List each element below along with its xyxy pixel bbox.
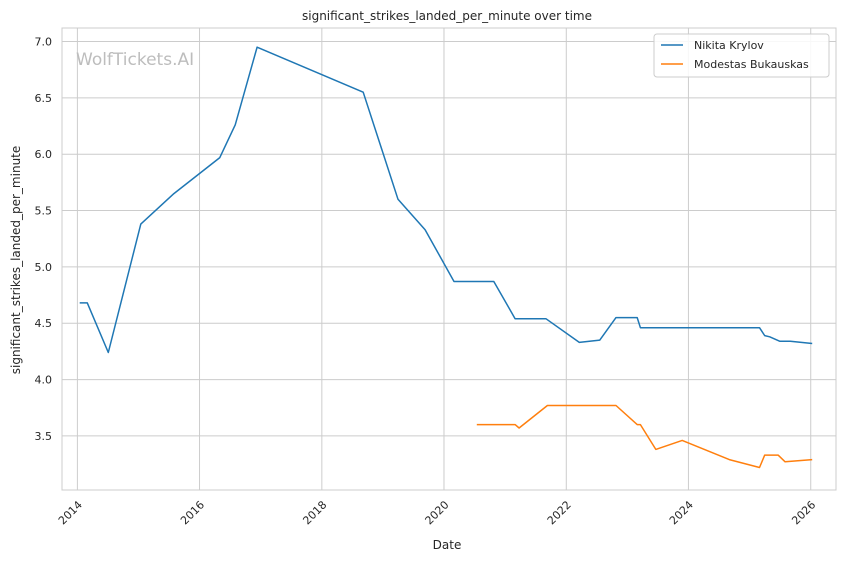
x-tick-label: 2020 [423, 498, 452, 527]
x-tick-label: 2024 [667, 498, 696, 527]
series-line-0 [79, 46, 813, 354]
x-tick-label: 2022 [545, 498, 574, 527]
watermark-text: WolfTickets.AI [76, 50, 194, 70]
series-layer [79, 46, 813, 469]
x-axis-title: Date [433, 538, 462, 552]
x-tick-label: 2016 [178, 498, 207, 527]
legend-box [653, 33, 830, 78]
legend-label: Nikita Krylov [694, 39, 764, 52]
y-tick-label: 6.5 [35, 92, 53, 105]
y-tick-label: 5.5 [35, 205, 53, 218]
chart-title: significant_strikes_landed_per_minute ov… [302, 9, 592, 23]
y-tick-label: 5.0 [35, 261, 53, 274]
x-tick-label: 2014 [56, 498, 85, 527]
y-tick-label: 6.0 [35, 148, 53, 161]
legend-label: Modestas Bukauskas [694, 58, 809, 71]
grid-lines [62, 28, 836, 490]
y-tick-label: 7.0 [35, 36, 53, 49]
y-axis-title: significant_strikes_landed_per_minute [9, 146, 23, 375]
series-line-1 [476, 404, 813, 469]
y-tick-label: 4.5 [35, 317, 53, 330]
y-tick-label: 4.0 [35, 374, 53, 387]
x-tick-label: 2018 [300, 498, 329, 527]
legend: Nikita Krylov Modestas Bukauskas [653, 33, 830, 78]
plot-area [61, 27, 837, 491]
y-tick-label: 3.5 [35, 430, 53, 443]
x-tick-label: 2026 [789, 498, 818, 527]
plot-frame [61, 27, 837, 491]
